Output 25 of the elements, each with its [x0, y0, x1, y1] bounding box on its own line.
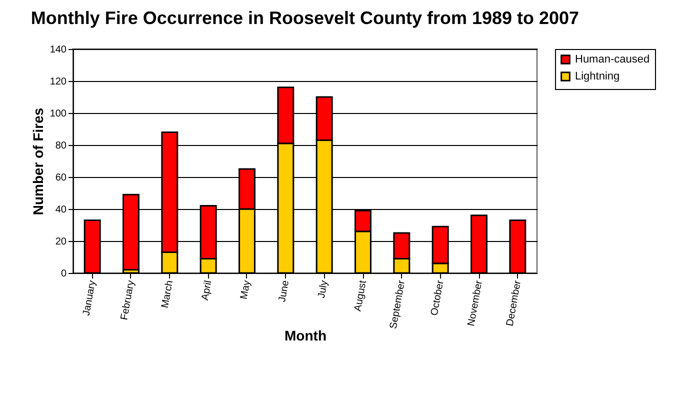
y-tick-label: 20 — [55, 236, 67, 248]
x-tick-label: January — [81, 280, 98, 317]
x-tick-label: February — [119, 280, 137, 321]
x-tick-label: October — [429, 278, 446, 317]
y-tick-label: 120 — [50, 76, 67, 88]
y-tick-label: 60 — [55, 172, 67, 184]
x-tick-label: May — [238, 280, 253, 300]
legend-label: Human-caused — [575, 54, 650, 66]
x-tick-label: April — [200, 280, 214, 302]
y-tick-label: 140 — [50, 44, 67, 56]
y-axis-title: Number of Fires — [30, 108, 46, 216]
y-tick-label: 100 — [50, 108, 67, 120]
x-axis-title: Month — [284, 328, 326, 344]
x-tick-label: June — [276, 279, 292, 303]
legend-label: Lightning — [575, 70, 620, 82]
x-tick-label: August — [352, 279, 369, 312]
x-tick-label: November — [466, 278, 486, 327]
chart-title: Monthly Fire Occurrence in Roosevelt County from 1989 to 2007 — [30, 8, 580, 28]
y-tick-label: 0 — [60, 268, 67, 280]
x-tick-label: July — [316, 280, 330, 300]
x-tick-label: September — [388, 278, 408, 330]
x-tick-label: March — [160, 280, 176, 309]
x-tick-label: December — [504, 278, 524, 327]
y-tick-label: 80 — [55, 140, 67, 152]
y-tick-label: 40 — [55, 204, 67, 216]
